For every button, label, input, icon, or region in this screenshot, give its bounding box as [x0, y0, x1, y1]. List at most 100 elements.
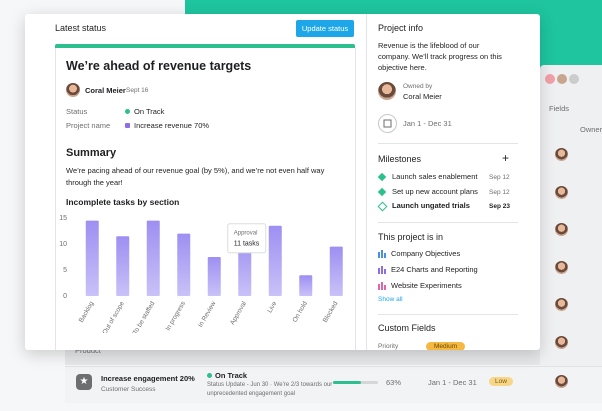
x-tick-label: In Review: [197, 300, 217, 328]
portfolio: Company Objectives: [391, 249, 461, 258]
show-all[interactable]: Show all: [378, 296, 403, 303]
calendar-icon: [378, 114, 397, 133]
x-tick-label: Backlog: [78, 300, 96, 324]
project-icon: [125, 123, 130, 128]
milestone-date: Sep 23: [489, 203, 510, 210]
y-tick-label: 0: [63, 293, 67, 300]
milestone-date: Sep 12: [489, 174, 510, 181]
row-2-update: Status Update - Jun 30 · We’re 2/3 towar…: [207, 382, 333, 388]
add-milestone[interactable]: +: [502, 151, 510, 165]
field-value: On Track: [134, 107, 165, 116]
avatar: [555, 336, 568, 349]
status-heading: We’re ahead of revenue targets: [66, 59, 252, 73]
panel-title: Latest status: [55, 23, 107, 33]
chart: 0 5 10 15 Backlog Out of scope To be staffed In…: [59, 215, 343, 333]
field-value: Increase revenue 70%: [134, 121, 210, 130]
y-tick-label: 15: [59, 215, 67, 222]
summary-text: We’re pacing ahead of our revenue goal (…: [66, 166, 325, 187]
divider: [378, 314, 518, 315]
avatar: [378, 82, 396, 100]
bar: [207, 257, 221, 296]
tooltip-text: 11 tasks: [234, 241, 260, 248]
tooltip: Approval 11 tasks: [227, 223, 267, 254]
priority-pill: Low: [489, 377, 513, 386]
field-label: Project name: [66, 121, 111, 130]
milestone-name: Set up new account plans: [392, 187, 478, 196]
milestone-date: Sep 12: [489, 189, 510, 196]
bar: [268, 225, 282, 296]
portfolio-icon: [378, 266, 386, 274]
custom-fields-title: Custom Fields: [378, 323, 436, 333]
x-tick-label: Out of scope: [101, 300, 126, 333]
divider: [378, 222, 518, 223]
author: Coral Meier: [85, 86, 126, 95]
bar: [299, 275, 313, 296]
milestone-name: Launch sales enablement: [392, 172, 478, 181]
status-card: [25, 14, 540, 350]
dates: Jan 1 - Dec 31: [403, 119, 452, 128]
portfolios-title: This project is in: [378, 232, 444, 242]
bar: [85, 220, 99, 296]
avatar: [555, 298, 568, 311]
avatar: [555, 375, 568, 388]
bar: [116, 236, 130, 296]
tooltip-title: Approval: [234, 230, 258, 236]
avatar: [555, 223, 568, 236]
row-2: [65, 366, 602, 403]
x-tick-label: On hold: [292, 300, 310, 324]
divider: [378, 143, 518, 144]
x-tick-label: Live: [266, 300, 278, 314]
owner-label: Owned by: [403, 83, 433, 90]
status-body: [55, 48, 356, 350]
portfolio: Website Experiments: [391, 281, 462, 290]
info-title: Project info: [378, 23, 424, 33]
row-2-dates: Jan 1 - Dec 31: [428, 378, 477, 387]
custom-fields-clip: Priority Medium: [366, 340, 540, 350]
owner: Coral Meier: [403, 92, 442, 101]
status-dot: [207, 373, 212, 378]
x-tick-label: Approval: [229, 300, 248, 326]
x-tick-label: Blocked: [322, 300, 340, 324]
summary-title: Summary: [66, 147, 117, 159]
priority-pill: Medium: [426, 342, 466, 350]
pane-divider: [366, 14, 367, 350]
avatar: [555, 148, 568, 161]
avatar: [555, 261, 568, 274]
milestones-title: Milestones: [378, 154, 422, 164]
owner-column: Owner: [580, 125, 602, 134]
progress-track: [333, 381, 378, 384]
status-dot: [125, 109, 130, 114]
row-2-update-2: unprecedented engagement goal: [207, 391, 296, 397]
x-tick-label: To be staffed: [132, 300, 157, 333]
row-1-team: Product: [75, 346, 101, 355]
app-toolbar: [545, 74, 602, 86]
update-status-button[interactable]: Update status: [296, 20, 354, 37]
progress-label: 63%: [386, 378, 402, 387]
y-tick-label: 10: [59, 241, 67, 248]
portfolio-icon: [378, 282, 386, 290]
chart-title: Incomplete tasks by section: [66, 197, 180, 207]
fields-label: Fields: [549, 104, 570, 113]
progress-bar: [333, 381, 362, 384]
bar: [329, 246, 343, 296]
date: Sept 16: [126, 87, 149, 94]
y-tick-label: 5: [63, 267, 67, 274]
info-description: Revenue is the lifeblood of our company.…: [378, 41, 502, 72]
row-2-status: On Track: [215, 371, 248, 380]
field-label: Status: [66, 107, 88, 116]
priority-label: Priority: [378, 343, 399, 350]
bar: [177, 233, 191, 296]
app-window: [540, 65, 602, 400]
goal-icon: ★: [76, 374, 92, 390]
avatar: [555, 186, 568, 199]
row-2-team: Customer Success: [101, 386, 156, 393]
x-tick-label: In progress: [165, 300, 188, 332]
milestone-name: Launch ungated trials: [392, 201, 470, 210]
row-2-name: Increase engagement 20%: [101, 374, 195, 383]
bar: [146, 220, 160, 296]
portfolio-icon: [378, 250, 386, 258]
portfolio: E24 Charts and Reporting: [391, 265, 478, 274]
avatar: [66, 83, 80, 97]
tooltip-box: [227, 223, 267, 254]
